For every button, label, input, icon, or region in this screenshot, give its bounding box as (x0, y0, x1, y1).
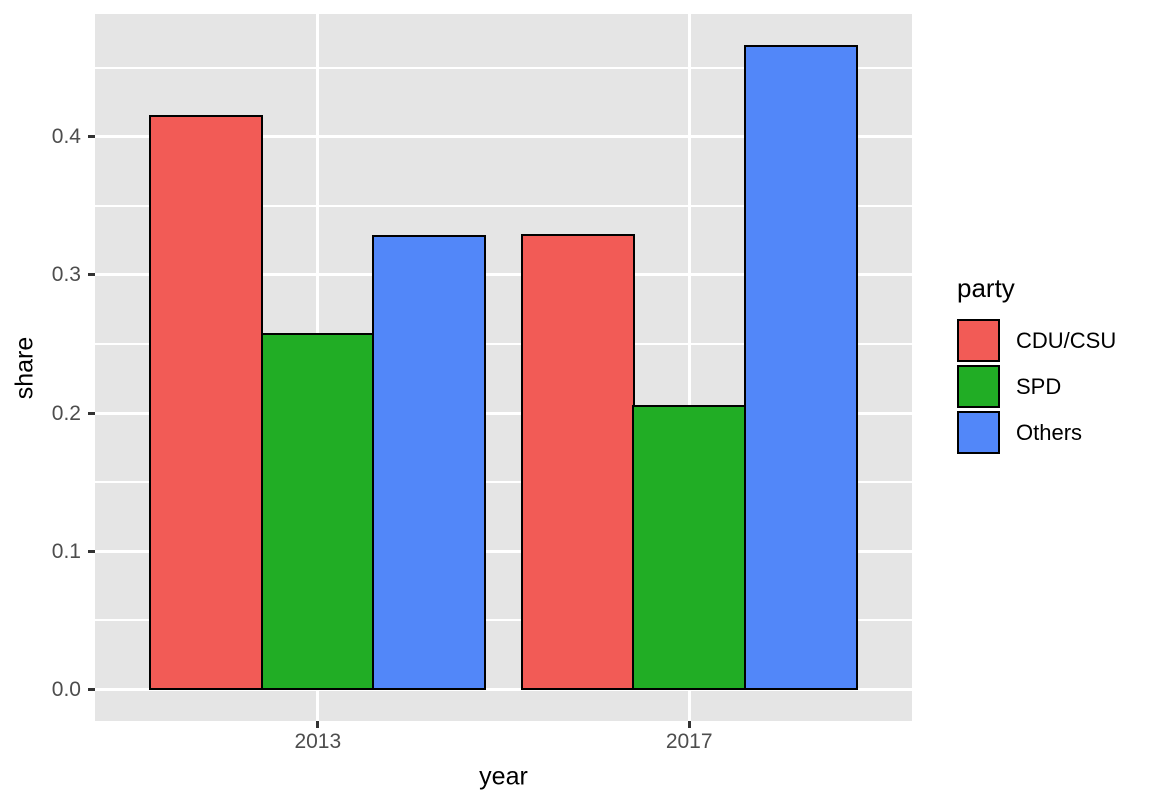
x-axis-title: year (479, 762, 528, 791)
legend-key-swatch (957, 365, 1000, 408)
x-tick-mark (316, 721, 320, 728)
gridline-minor-horizontal (95, 66, 912, 69)
legend-keys: CDU/CSU SPD Others (957, 319, 1116, 454)
y-tick-label: 0.0 (51, 677, 81, 701)
legend: party CDU/CSU SPD Others (957, 272, 1116, 457)
gridline-minor-horizontal (95, 481, 912, 484)
y-tick-mark (88, 135, 95, 139)
y-tick-mark (88, 549, 95, 553)
gridline-major-horizontal (95, 687, 912, 691)
y-tick-label: 0.3 (51, 263, 81, 287)
gridline-major-horizontal (95, 273, 912, 277)
y-tick-label: 0.4 (51, 125, 81, 149)
gridline-major-horizontal (95, 549, 912, 553)
legend-title: party (957, 273, 1015, 303)
y-tick-mark (88, 273, 95, 277)
bar-2013-others (372, 235, 487, 691)
y-tick-label: 0.2 (51, 401, 81, 425)
legend-item-spd: SPD (957, 365, 1116, 408)
gridline-minor-horizontal (95, 204, 912, 207)
legend-item-cdu-csu: CDU/CSU (957, 319, 1116, 362)
bar-2017-others (743, 44, 858, 691)
gridline-major-vertical (687, 14, 691, 721)
bar-2017-spd (632, 404, 747, 691)
gridline-minor-horizontal (95, 619, 912, 622)
y-tick-mark (88, 687, 95, 691)
x-tick-label: 2013 (294, 730, 342, 753)
x-tick-mark (687, 721, 691, 728)
gridline-major-horizontal (95, 411, 912, 415)
legend-item-label: SPD (1016, 373, 1062, 399)
bar-2013-cdu-csu (149, 114, 264, 691)
legend-item-label: Others (1016, 419, 1083, 445)
bar-2017-cdu-csu (520, 233, 635, 691)
legend-key-swatch (957, 319, 1000, 362)
gridline-major-horizontal (95, 135, 912, 139)
plot-panel (95, 14, 912, 721)
legend-key-swatch (957, 411, 1000, 454)
legend-item-others: Others (957, 411, 1116, 454)
x-tick-label: 2017 (665, 730, 713, 753)
gridline-minor-horizontal (95, 343, 912, 346)
y-tick-mark (88, 411, 95, 415)
y-tick-label: 0.1 (51, 539, 81, 563)
bar-2013-spd (260, 333, 375, 691)
legend-item-label: CDU/CSU (1016, 327, 1117, 353)
y-axis-title: share (10, 336, 39, 399)
